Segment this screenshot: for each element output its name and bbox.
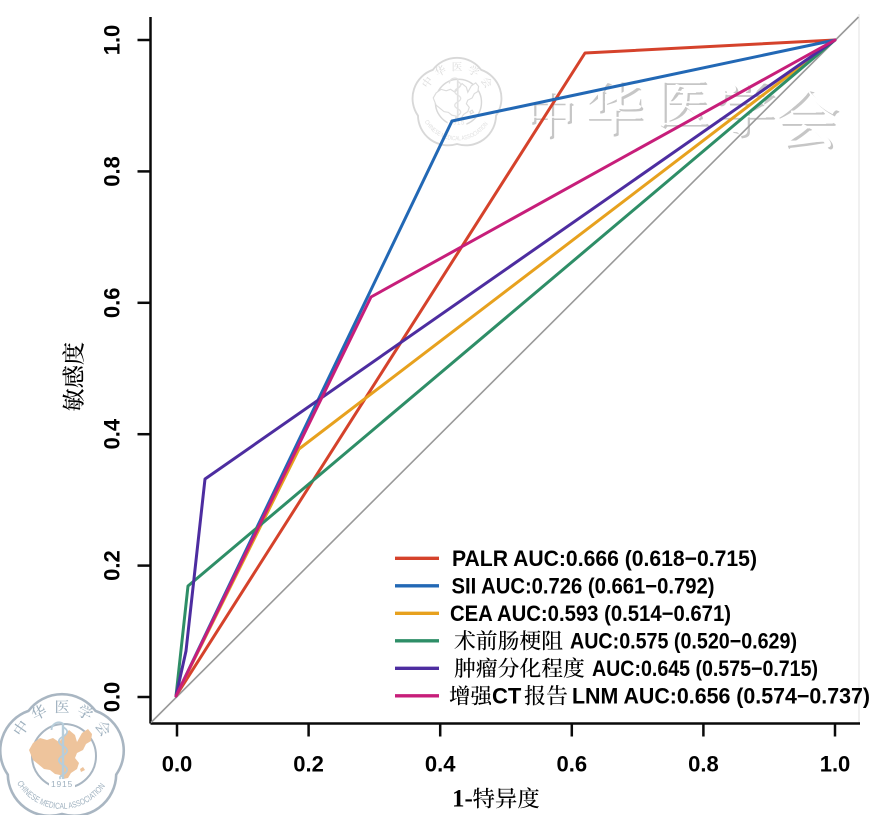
svg-text:CEA AUC:0.593 (0.514−0.671): CEA AUC:0.593 (0.514−0.671) <box>450 601 731 626</box>
svg-text:1.0: 1.0 <box>820 752 851 777</box>
svg-text:0.6: 0.6 <box>100 288 125 319</box>
svg-text:1-: 1- <box>452 786 473 813</box>
svg-text:1915: 1915 <box>449 120 465 127</box>
svg-text:SII AUC:0.726 (0.661−0.792): SII AUC:0.726 (0.661−0.792) <box>452 574 715 599</box>
svg-text:0.8: 0.8 <box>688 752 719 777</box>
svg-text:PALR AUC:0.666 (0.618−0.715): PALR AUC:0.666 (0.618−0.715) <box>452 546 757 571</box>
svg-text:0.4: 0.4 <box>100 418 125 449</box>
svg-text:0.6: 0.6 <box>557 752 588 777</box>
svg-text:1.0: 1.0 <box>100 25 125 56</box>
svg-text:LNM AUC:0.656 (0.574−0.737): LNM AUC:0.656 (0.574−0.737) <box>572 684 870 709</box>
svg-text:CT: CT <box>492 684 522 709</box>
svg-text:0.0: 0.0 <box>100 682 125 713</box>
svg-text:1915: 1915 <box>51 779 73 789</box>
svg-text:0.2: 0.2 <box>100 550 125 581</box>
svg-text:AUC:0.575 (0.520−0.629): AUC:0.575 (0.520−0.629) <box>570 629 797 654</box>
svg-text:0.0: 0.0 <box>162 752 193 777</box>
svg-text:0.2: 0.2 <box>293 752 324 777</box>
svg-text:0.8: 0.8 <box>100 156 125 187</box>
svg-text:0.4: 0.4 <box>425 752 456 777</box>
svg-text:AUC:0.645 (0.575−0.715): AUC:0.645 (0.575−0.715) <box>592 656 818 681</box>
